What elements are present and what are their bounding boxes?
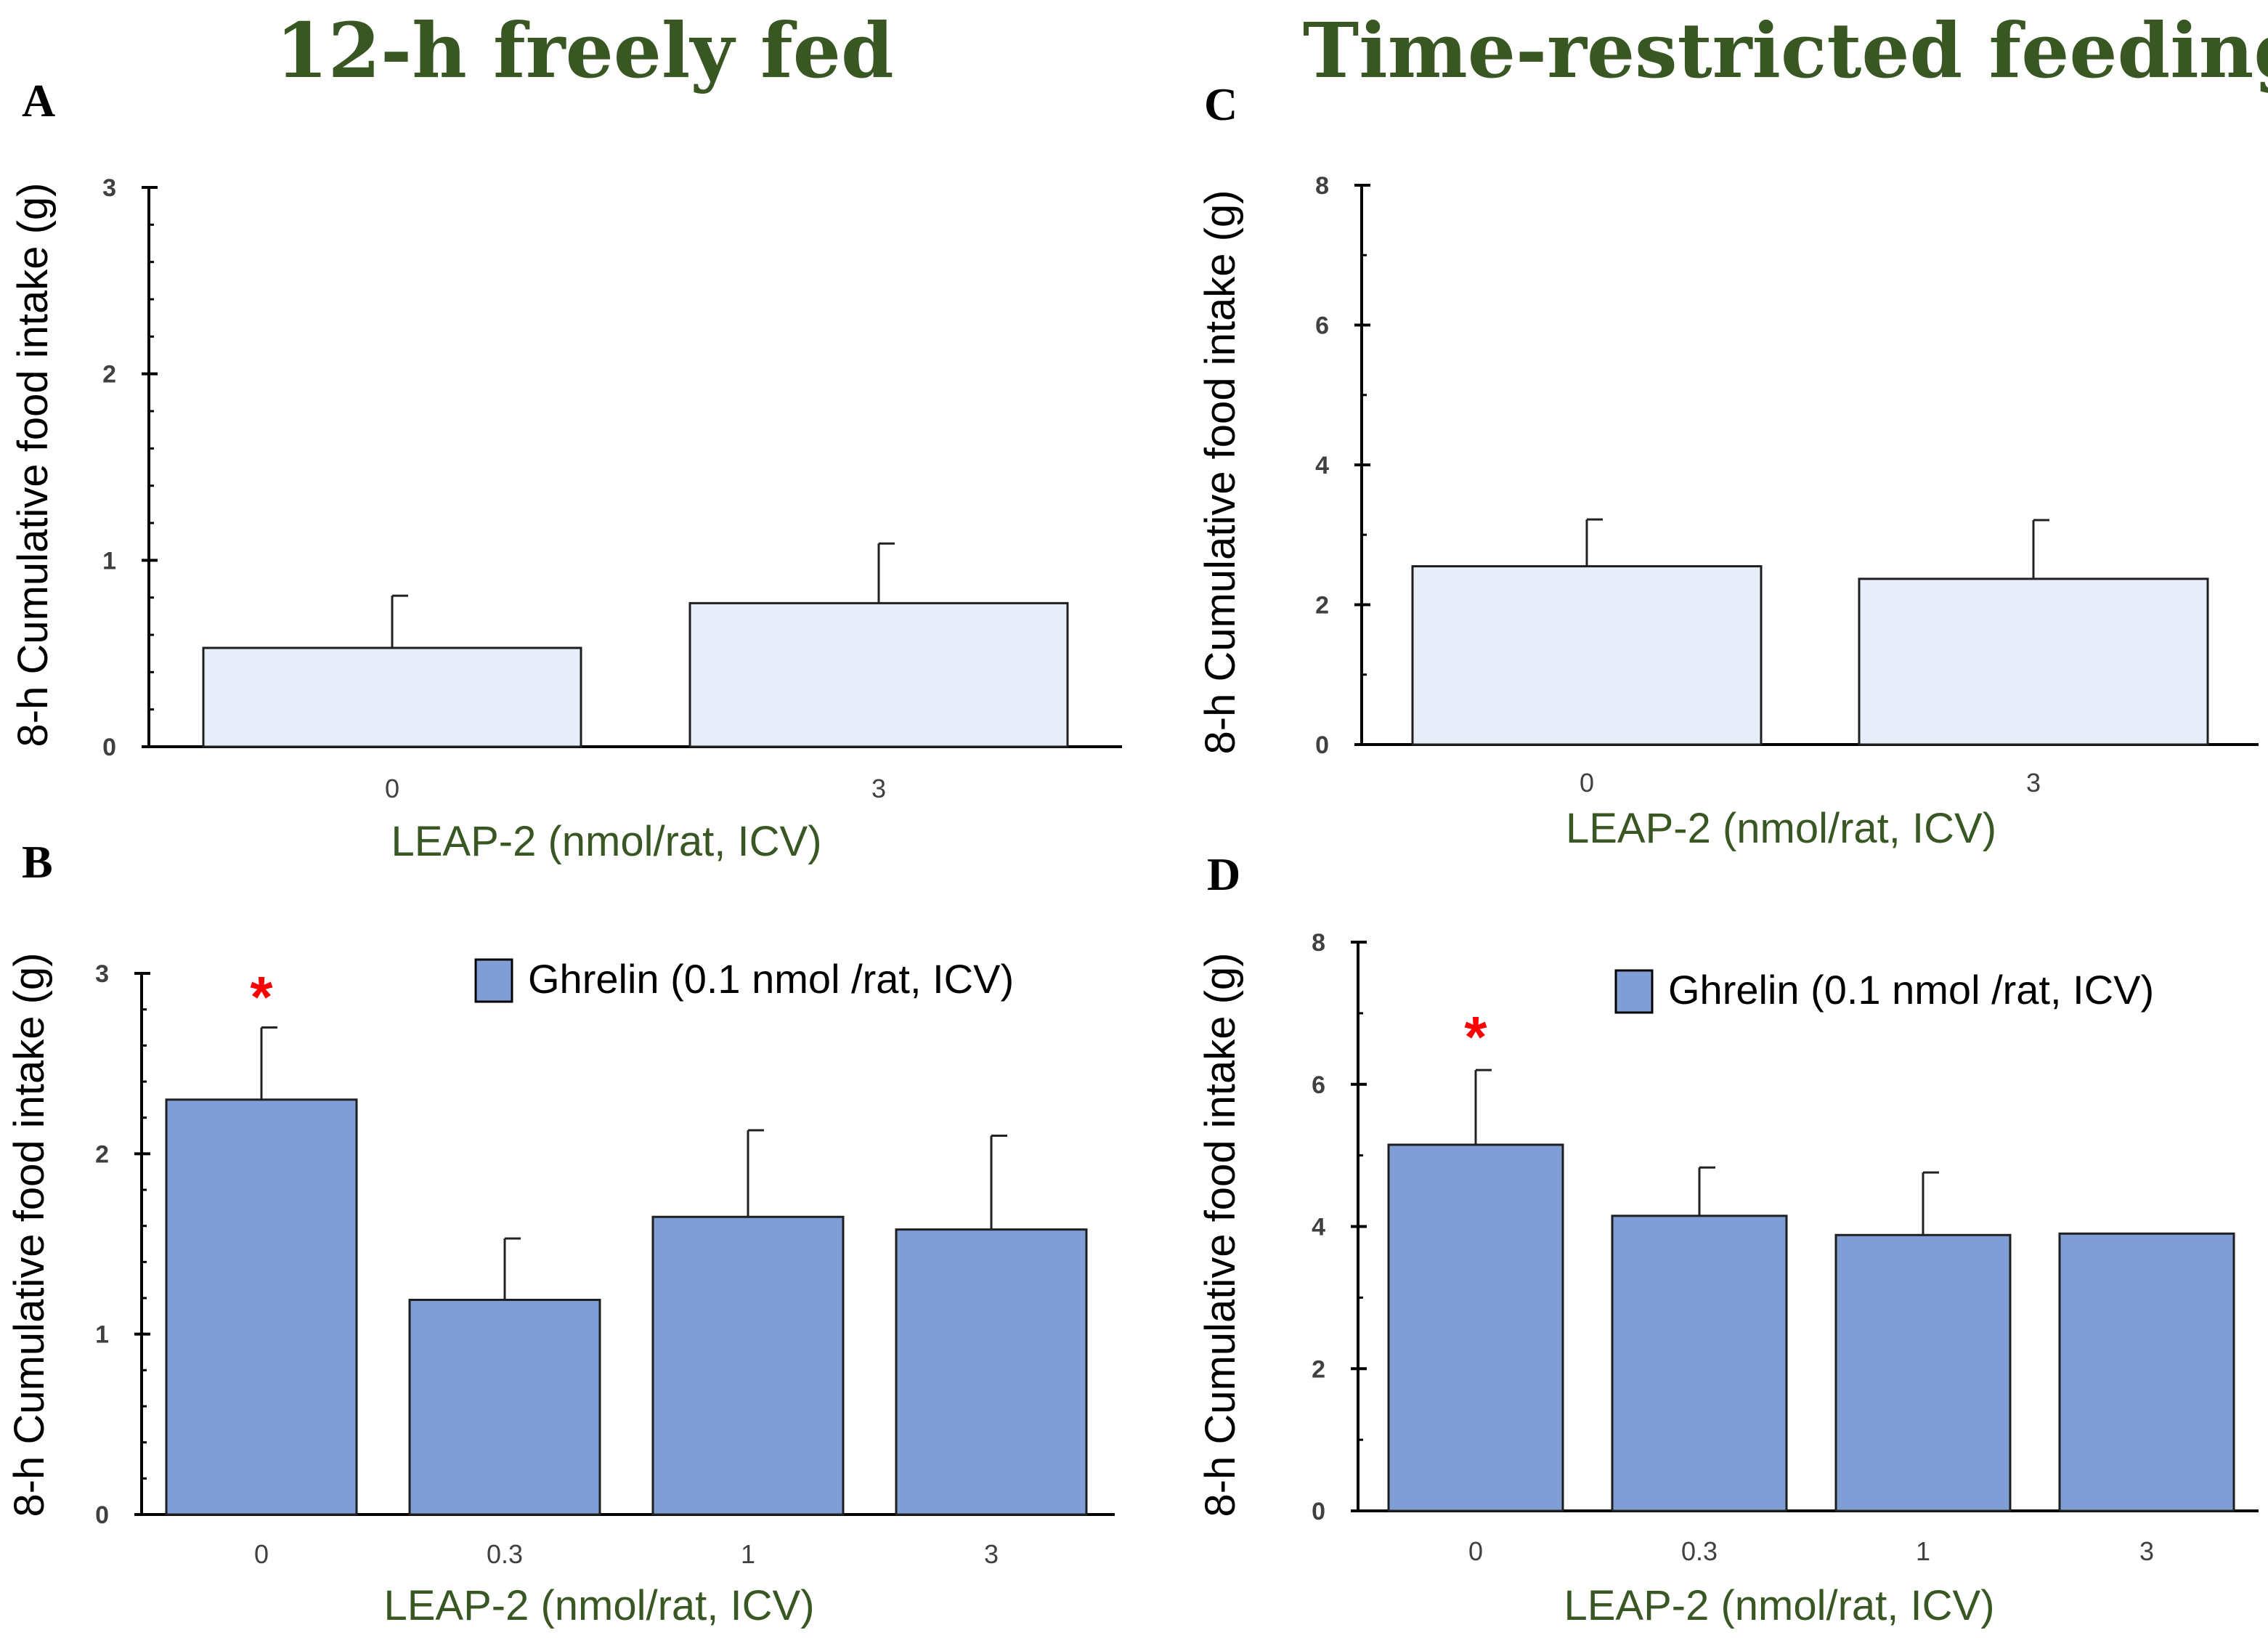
panel-b-y-tick-label: 2 <box>95 1140 109 1168</box>
panel-c-letter: C <box>1204 78 1237 130</box>
panel-d-x-tick-label: 0 <box>1468 1536 1483 1566</box>
panel-a-y-tick-label: 3 <box>102 174 116 202</box>
panel-a-bar <box>202 646 582 748</box>
panel-d-significance-star: * <box>1464 1005 1487 1069</box>
panel-b-y-tick-label: 3 <box>95 960 109 988</box>
panel-b-y-tick-label: 0 <box>95 1501 109 1529</box>
panel-d-bar <box>1611 1215 1788 1512</box>
panel-c-x-tick-label: 0 <box>1580 768 1594 798</box>
panel-b-legend-swatch <box>474 958 513 1003</box>
panel-d-bar <box>2058 1232 2235 1512</box>
panel-d-x-tick-label: 1 <box>1916 1536 1930 1566</box>
panel-d-y-tick-label: 6 <box>1312 1071 1325 1099</box>
panel-d-legend-swatch <box>1614 969 1654 1014</box>
right-column-title: Time-restricted feeding <box>1302 6 2268 95</box>
panel-b-bar <box>895 1228 1088 1516</box>
panel-d-x-tick-label: 0.3 <box>1681 1536 1718 1566</box>
panel-c-x-tick-label: 3 <box>2026 768 2041 798</box>
panel-b-x-tick-label: 3 <box>984 1539 999 1569</box>
panel-a-x-tick-label: 3 <box>871 774 886 803</box>
left-column-title: 12-h freely fed <box>275 6 894 95</box>
panel-d-y-tick-label: 4 <box>1312 1214 1325 1241</box>
panel-a-x-tick-label: 0 <box>385 774 399 803</box>
panel-a-x-axis-label: LEAP-2 (nmol/rat, ICV) <box>391 818 821 865</box>
panel-c-y-tick-label: 4 <box>1315 452 1329 479</box>
panel-a-y-axis-label: 8-h Cumulative food intake (g) <box>9 183 57 747</box>
panel-d-letter: D <box>1207 848 1240 900</box>
panel-b-x-axis-label: LEAP-2 (nmol/rat, ICV) <box>383 1582 814 1629</box>
panel-b-legend-label: Ghrelin (0.1 nmol /rat, ICV) <box>528 956 1014 1002</box>
panel-d-bar <box>1387 1143 1564 1512</box>
panel-a-bar <box>688 601 1069 748</box>
panel-c-bar <box>1858 577 2209 746</box>
panel-c-y-tick-label: 2 <box>1315 592 1329 620</box>
panel-b-y-axis-label: 8-h Cumulative food intake (g) <box>6 953 53 1517</box>
panel-c-y-tick-label: 6 <box>1315 312 1329 340</box>
panel-d-x-axis-label: LEAP-2 (nmol/rat, ICV) <box>1564 1582 1994 1629</box>
panel-c-y-tick-label: 8 <box>1315 172 1329 200</box>
panel-d-bar <box>1834 1233 2012 1512</box>
panel-c-y-tick-label: 0 <box>1315 731 1329 759</box>
panel-b-significance-star: * <box>250 965 273 1029</box>
panel-c-x-axis-label: LEAP-2 (nmol/rat, ICV) <box>1566 805 1996 852</box>
panel-c-bar <box>1411 565 1763 746</box>
panel-b-x-tick-label: 0 <box>254 1539 269 1569</box>
panel-b-y-tick-label: 1 <box>95 1321 109 1349</box>
panel-b-bar <box>165 1098 358 1516</box>
panel-d-y-axis-label: 8-h Cumulative food intake (g) <box>1197 953 1244 1517</box>
panel-b-x-tick-label: 0.3 <box>487 1539 523 1569</box>
panel-a-y-tick-label: 0 <box>102 734 116 761</box>
panel-d-y-tick-label: 0 <box>1312 1498 1325 1525</box>
panel-a-y-tick-label: 1 <box>102 547 116 575</box>
panel-d-x-tick-label: 3 <box>2139 1536 2154 1566</box>
panel-d-y-tick-label: 2 <box>1312 1355 1325 1383</box>
panel-b-bar <box>408 1298 601 1516</box>
panel-b-x-tick-label: 1 <box>741 1539 755 1569</box>
panel-c-y-axis-label: 8-h Cumulative food intake (g) <box>1197 190 1244 755</box>
panel-b-letter: B <box>22 836 53 888</box>
panel-a-letter: A <box>22 75 55 126</box>
panel-d-legend-label: Ghrelin (0.1 nmol /rat, ICV) <box>1668 967 2154 1013</box>
panel-b-bar <box>651 1215 845 1516</box>
panel-d-y-tick-label: 8 <box>1312 929 1325 957</box>
panel-a-y-tick-label: 2 <box>102 361 116 389</box>
